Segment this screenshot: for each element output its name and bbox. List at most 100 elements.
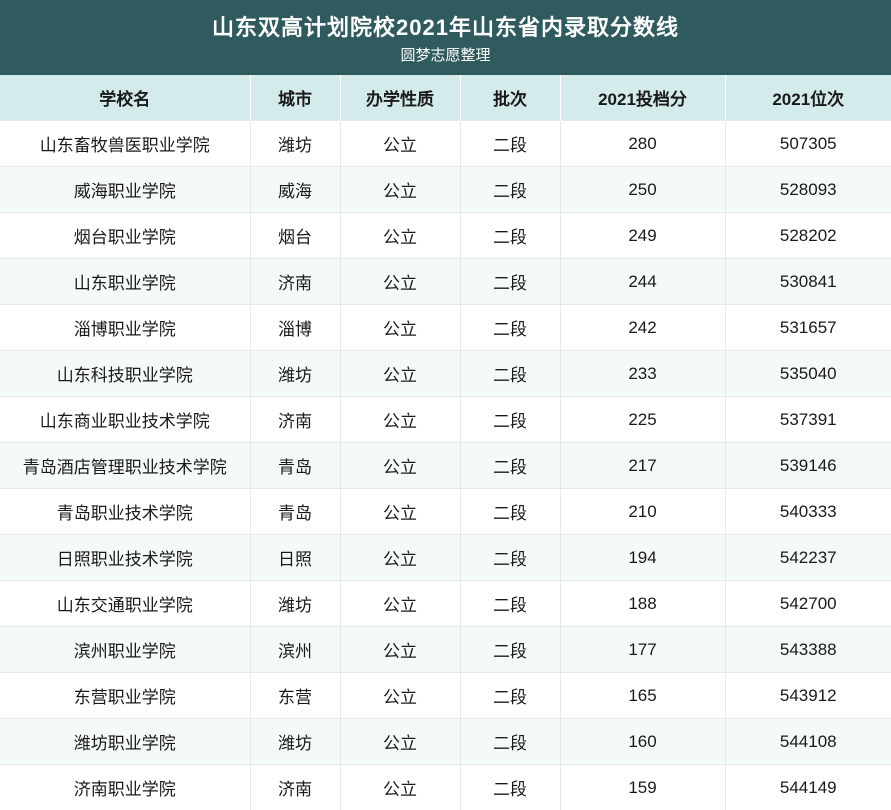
- table-cell: 二段: [460, 397, 560, 443]
- table-cell: 公立: [340, 581, 460, 627]
- table-cell: 280: [560, 121, 725, 167]
- table-cell: 东营: [250, 673, 340, 719]
- table-cell: 二段: [460, 167, 560, 213]
- table-cell: 二段: [460, 627, 560, 673]
- table-cell: 青岛酒店管理职业技术学院: [0, 443, 250, 489]
- table-cell: 159: [560, 765, 725, 810]
- table-cell: 二段: [460, 489, 560, 535]
- table-cell: 公立: [340, 489, 460, 535]
- table-cell: 潍坊职业学院: [0, 719, 250, 765]
- table-row: 淄博职业学院淄博公立二段242531657: [0, 305, 891, 351]
- table-cell: 535040: [725, 351, 891, 397]
- table-row: 威海职业学院威海公立二段250528093: [0, 167, 891, 213]
- table-cell: 二段: [460, 259, 560, 305]
- col-header-rank: 2021位次: [725, 75, 891, 121]
- table-row: 山东职业学院济南公立二段244530841: [0, 259, 891, 305]
- table-cell: 公立: [340, 719, 460, 765]
- table-cell: 160: [560, 719, 725, 765]
- table-cell: 528202: [725, 213, 891, 259]
- table-cell: 公立: [340, 397, 460, 443]
- table-cell: 公立: [340, 167, 460, 213]
- table-cell: 194: [560, 535, 725, 581]
- table-subtitle: 圆梦志愿整理: [0, 44, 891, 75]
- table-cell: 威海: [250, 167, 340, 213]
- table-row: 山东交通职业学院潍坊公立二段188542700: [0, 581, 891, 627]
- table-cell: 542237: [725, 535, 891, 581]
- table-cell: 537391: [725, 397, 891, 443]
- table-title: 山东双高计划院校2021年山东省内录取分数线: [0, 0, 891, 44]
- table-cell: 二段: [460, 673, 560, 719]
- table-cell: 滨州: [250, 627, 340, 673]
- table-row: 日照职业技术学院日照公立二段194542237: [0, 535, 891, 581]
- table-row: 青岛酒店管理职业技术学院青岛公立二段217539146: [0, 443, 891, 489]
- table-cell: 公立: [340, 351, 460, 397]
- table-cell: 潍坊: [250, 121, 340, 167]
- table-cell: 539146: [725, 443, 891, 489]
- table-cell: 公立: [340, 305, 460, 351]
- table-cell: 540333: [725, 489, 891, 535]
- col-header-name: 学校名: [0, 75, 250, 121]
- table-cell: 淄博: [250, 305, 340, 351]
- table-cell: 188: [560, 581, 725, 627]
- table-body: 山东畜牧兽医职业学院潍坊公立二段280507305威海职业学院威海公立二段250…: [0, 121, 891, 810]
- table-row: 山东畜牧兽医职业学院潍坊公立二段280507305: [0, 121, 891, 167]
- table-cell: 日照职业技术学院: [0, 535, 250, 581]
- table-cell: 济南: [250, 765, 340, 810]
- col-header-city: 城市: [250, 75, 340, 121]
- table-cell: 210: [560, 489, 725, 535]
- table-cell: 潍坊: [250, 351, 340, 397]
- table-cell: 二段: [460, 305, 560, 351]
- table-cell: 二段: [460, 765, 560, 810]
- table-cell: 青岛职业技术学院: [0, 489, 250, 535]
- table-cell: 潍坊: [250, 581, 340, 627]
- table-cell: 公立: [340, 213, 460, 259]
- table-row: 潍坊职业学院潍坊公立二段160544108: [0, 719, 891, 765]
- table-cell: 淄博职业学院: [0, 305, 250, 351]
- table-cell: 山东商业职业技术学院: [0, 397, 250, 443]
- table-cell: 二段: [460, 121, 560, 167]
- table-cell: 青岛: [250, 489, 340, 535]
- table-cell: 二段: [460, 581, 560, 627]
- table-cell: 217: [560, 443, 725, 489]
- table-cell: 山东交通职业学院: [0, 581, 250, 627]
- table-cell: 济南: [250, 397, 340, 443]
- table-cell: 507305: [725, 121, 891, 167]
- table-cell: 二段: [460, 719, 560, 765]
- table-cell: 公立: [340, 259, 460, 305]
- table-cell: 日照: [250, 535, 340, 581]
- table-cell: 山东职业学院: [0, 259, 250, 305]
- table-cell: 530841: [725, 259, 891, 305]
- table-cell: 二段: [460, 351, 560, 397]
- table-cell: 公立: [340, 765, 460, 810]
- table-cell: 233: [560, 351, 725, 397]
- table-cell: 225: [560, 397, 725, 443]
- table-cell: 东营职业学院: [0, 673, 250, 719]
- column-header-row: 学校名 城市 办学性质 批次 2021投档分 2021位次: [0, 75, 891, 121]
- table-cell: 177: [560, 627, 725, 673]
- col-header-batch: 批次: [460, 75, 560, 121]
- table-cell: 543912: [725, 673, 891, 719]
- table-cell: 公立: [340, 443, 460, 489]
- col-header-type: 办学性质: [340, 75, 460, 121]
- admission-scores-table: 山东双高计划院校2021年山东省内录取分数线 圆梦志愿整理 学校名 城市 办学性…: [0, 0, 891, 810]
- table-row: 山东商业职业技术学院济南公立二段225537391: [0, 397, 891, 443]
- table-row: 东营职业学院东营公立二段165543912: [0, 673, 891, 719]
- table-cell: 济南: [250, 259, 340, 305]
- table-cell: 531657: [725, 305, 891, 351]
- table-cell: 543388: [725, 627, 891, 673]
- table-cell: 542700: [725, 581, 891, 627]
- table-cell: 烟台: [250, 213, 340, 259]
- table-cell: 潍坊: [250, 719, 340, 765]
- table-cell: 544108: [725, 719, 891, 765]
- table-cell: 165: [560, 673, 725, 719]
- table-cell: 公立: [340, 627, 460, 673]
- table-cell: 济南职业学院: [0, 765, 250, 810]
- table-cell: 250: [560, 167, 725, 213]
- table-cell: 544149: [725, 765, 891, 810]
- table-cell: 244: [560, 259, 725, 305]
- table-cell: 242: [560, 305, 725, 351]
- table-row: 烟台职业学院烟台公立二段249528202: [0, 213, 891, 259]
- table-cell: 青岛: [250, 443, 340, 489]
- table-cell: 山东畜牧兽医职业学院: [0, 121, 250, 167]
- table-row: 山东科技职业学院潍坊公立二段233535040: [0, 351, 891, 397]
